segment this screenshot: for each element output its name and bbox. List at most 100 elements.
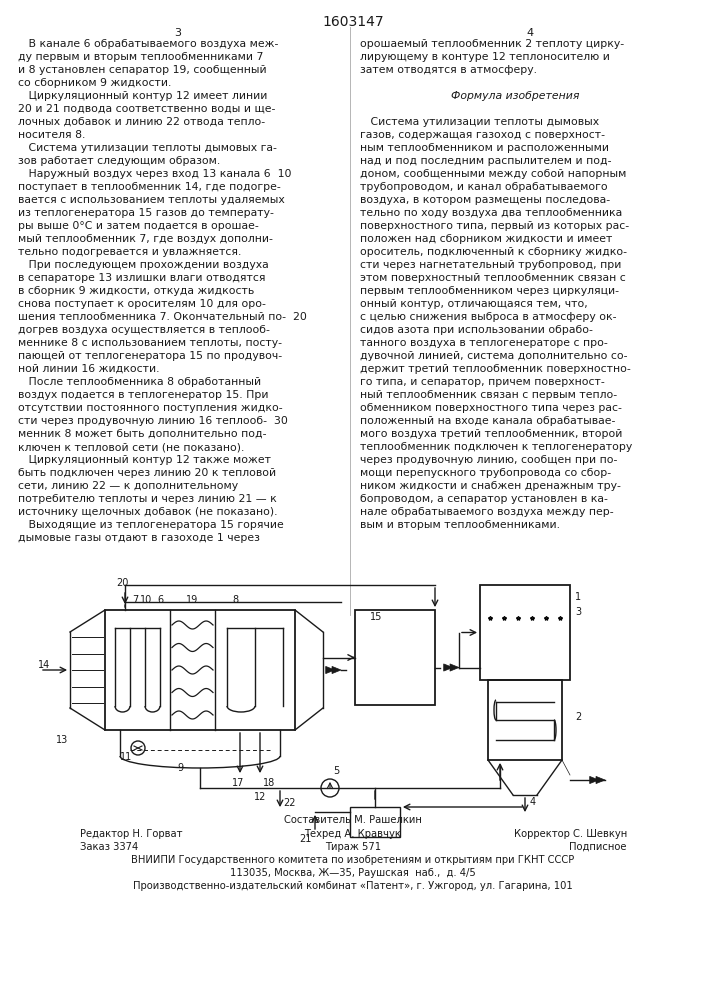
Text: 7: 7 [132, 595, 138, 605]
Text: 4: 4 [530, 797, 536, 807]
Text: над и под последним распылителем и под-: над и под последним распылителем и под- [360, 156, 612, 166]
Text: через продувочную линию, сообщен при по-: через продувочную линию, сообщен при по- [360, 455, 617, 465]
Bar [105, 610, 295, 730]
Text: обменником поверхностного типа через рас-: обменником поверхностного типа через рас… [360, 403, 622, 413]
Text: танного воздуха в теплогенераторе с про-: танного воздуха в теплогенераторе с про- [360, 338, 608, 348]
Text: ду первым и вторым теплообменниками 7: ду первым и вторым теплообменниками 7 [18, 52, 264, 62]
Text: нале обрабатываемого воздуха между пер-: нале обрабатываемого воздуха между пер- [360, 507, 614, 517]
Text: зов работает следующим образом.: зов работает следующим образом. [18, 156, 221, 166]
Text: доном, сообщенными между собой напорным: доном, сообщенными между собой напорным [360, 169, 626, 179]
Text: потребителю теплоты и через линию 21 — к: потребителю теплоты и через линию 21 — к [18, 494, 276, 504]
Text: поверхностного типа, первый из которых рас-: поверхностного типа, первый из которых р… [360, 221, 629, 231]
Polygon shape [450, 664, 459, 671]
Text: 20: 20 [116, 578, 128, 588]
Polygon shape [590, 776, 599, 784]
Text: Редактор Н. Горват: Редактор Н. Горват [80, 829, 182, 839]
Text: 19: 19 [187, 595, 199, 605]
Text: мого воздуха третий теплообменник, второй: мого воздуха третий теплообменник, второ… [360, 429, 622, 439]
Text: Циркуляционный контур 12 также может: Циркуляционный контур 12 также может [18, 455, 271, 465]
Text: лочных добавок и линию 22 отвода тепло-: лочных добавок и линию 22 отвода тепло- [18, 117, 265, 127]
Text: сти через нагнетательный трубопровод, при: сти через нагнетательный трубопровод, пр… [360, 260, 621, 270]
Bar [488, 680, 562, 760]
Text: 6: 6 [157, 595, 163, 605]
Text: пающей от теплогенератора 15 по продувоч-: пающей от теплогенератора 15 по продувоч… [18, 351, 282, 361]
Text: 10: 10 [140, 595, 152, 605]
Text: снова поступает к оросителям 10 для оро-: снова поступает к оросителям 10 для оро- [18, 299, 266, 309]
Text: меннике 8 с использованием теплоты, посту-: меннике 8 с использованием теплоты, пост… [18, 338, 282, 348]
Text: носителя 8.: носителя 8. [18, 130, 86, 140]
Text: 1603147: 1603147 [322, 15, 384, 29]
Text: сети, линию 22 — к дополнительному: сети, линию 22 — к дополнительному [18, 481, 238, 491]
Text: мощи перепускного трубопровода со сбор-: мощи перепускного трубопровода со сбор- [360, 468, 611, 478]
Circle shape [131, 741, 145, 755]
Text: Циркуляционный контур 12 имеет линии: Циркуляционный контур 12 имеет линии [18, 91, 267, 101]
Text: газов, содержащая газоход с поверхност-: газов, содержащая газоход с поверхност- [360, 130, 605, 140]
Text: бопроводом, а сепаратор установлен в ка-: бопроводом, а сепаратор установлен в ка- [360, 494, 608, 504]
Text: Составитель М. Рашелкин: Составитель М. Рашелкин [284, 815, 422, 825]
Text: 2: 2 [575, 712, 581, 722]
Text: ключен к тепловой сети (не показано).: ключен к тепловой сети (не показано). [18, 442, 245, 452]
Text: вается с использованием теплоты удаляемых: вается с использованием теплоты удаляемы… [18, 195, 285, 205]
Text: с целью снижения выброса в атмосферу ок-: с целью снижения выброса в атмосферу ок- [360, 312, 617, 322]
Text: ником жидкости и снабжен дренажным тру-: ником жидкости и снабжен дренажным тру- [360, 481, 621, 491]
Text: вым и вторым теплообменниками.: вым и вторым теплообменниками. [360, 520, 560, 530]
Text: 1: 1 [575, 592, 581, 602]
Text: со сборником 9 жидкости.: со сборником 9 жидкости. [18, 78, 171, 88]
Text: и 8 установлен сепаратор 19, сообщенный: и 8 установлен сепаратор 19, сообщенный [18, 65, 267, 75]
Text: дувочной линией, система дополнительно со-: дувочной линией, система дополнительно с… [360, 351, 628, 361]
Text: 113035, Москва, Ж—35, Раушская  наб.,  д. 4/5: 113035, Москва, Ж—35, Раушская наб., д. … [230, 868, 476, 878]
Text: онный контур, отличающаяся тем, что,: онный контур, отличающаяся тем, что, [360, 299, 588, 309]
Text: орошаемый теплообменник 2 теплоту цирку-: орошаемый теплообменник 2 теплоту цирку- [360, 39, 624, 49]
Text: сти через продувочную линию 16 теплооб-  30: сти через продувочную линию 16 теплооб- … [18, 416, 288, 426]
Text: положен над сборником жидкости и имеет: положен над сборником жидкости и имеет [360, 234, 612, 244]
Polygon shape [332, 666, 341, 674]
Text: При последующем прохождении воздуха: При последующем прохождении воздуха [18, 260, 269, 270]
Text: 3: 3 [175, 28, 182, 38]
Text: в сборник 9 жидкости, откуда жидкость: в сборник 9 жидкости, откуда жидкость [18, 286, 255, 296]
Text: Производственно-издательский комбинат «Патент», г. Ужгород, ул. Гагарина, 101: Производственно-издательский комбинат «П… [133, 881, 573, 891]
Polygon shape [596, 776, 605, 784]
Text: поступает в теплообменник 14, где подогре-: поступает в теплообменник 14, где подогр… [18, 182, 281, 192]
Text: ры выше 0°С и затем подается в орошае-: ры выше 0°С и затем подается в орошае- [18, 221, 259, 231]
Text: ВНИИПИ Государственного комитета по изобретениям и открытиям при ГКНТ СССР: ВНИИПИ Государственного комитета по изоб… [132, 855, 575, 865]
Text: держит третий теплообменник поверхностно-: держит третий теплообменник поверхностно… [360, 364, 631, 374]
Text: сидов азота при использовании обрабо-: сидов азота при использовании обрабо- [360, 325, 593, 335]
Text: 14: 14 [37, 660, 50, 670]
Text: ной линии 16 жидкости.: ной линии 16 жидкости. [18, 364, 160, 374]
Text: В канале 6 обрабатываемого воздуха меж-: В канале 6 обрабатываемого воздуха меж- [18, 39, 279, 49]
Text: Подписное: Подписное [570, 842, 627, 852]
Text: ный теплообменник связан с первым тепло-: ный теплообменник связан с первым тепло- [360, 390, 617, 400]
Text: догрев воздуха осуществляется в теплооб-: догрев воздуха осуществляется в теплооб- [18, 325, 270, 335]
Text: тельно подогревается и увлажняется.: тельно подогревается и увлажняется. [18, 247, 241, 257]
Text: мый теплообменник 7, где воздух дополни-: мый теплообменник 7, где воздух дополни- [18, 234, 273, 244]
Text: ороситель, подключенный к сборнику жидко-: ороситель, подключенный к сборнику жидко… [360, 247, 627, 257]
Text: 18: 18 [263, 778, 275, 788]
Text: 9: 9 [177, 763, 183, 773]
Text: из теплогенератора 15 газов до температу-: из теплогенератора 15 газов до температу… [18, 208, 274, 218]
Text: ным теплообменником и расположенными: ным теплообменником и расположенными [360, 143, 609, 153]
Polygon shape [326, 666, 334, 674]
Text: 15: 15 [370, 612, 382, 622]
Text: лирующему в контуре 12 теплоносителю и: лирующему в контуре 12 теплоносителю и [360, 52, 610, 62]
Text: источнику щелочных добавок (не показано).: источнику щелочных добавок (не показано)… [18, 507, 278, 517]
Text: 3: 3 [575, 607, 581, 617]
Text: Формула изобретения: Формула изобретения [451, 91, 579, 101]
Text: 5: 5 [333, 766, 339, 776]
Text: 20 и 21 подвода соответственно воды и ще-: 20 и 21 подвода соответственно воды и ще… [18, 104, 275, 114]
Bar [480, 585, 570, 680]
Polygon shape [444, 664, 452, 671]
Text: После теплообменника 8 обработанный: После теплообменника 8 обработанный [18, 377, 261, 387]
Text: отсутствии постоянного поступления жидко-: отсутствии постоянного поступления жидко… [18, 403, 283, 413]
Text: Корректор С. Шевкун: Корректор С. Шевкун [514, 829, 627, 839]
Text: 13: 13 [56, 735, 68, 745]
Bar [350, 807, 400, 837]
Text: Наружный воздух через вход 13 канала 6  10: Наружный воздух через вход 13 канала 6 1… [18, 169, 291, 179]
Text: 22: 22 [283, 798, 296, 808]
Circle shape [321, 779, 339, 797]
Text: Система утилизации теплоты дымовых: Система утилизации теплоты дымовых [360, 117, 599, 127]
Text: теплообменник подключен к теплогенератору: теплообменник подключен к теплогенератор… [360, 442, 632, 452]
Text: первым теплообменником через циркуляци-: первым теплообменником через циркуляци- [360, 286, 619, 296]
Text: положенный на входе канала обрабатывае-: положенный на входе канала обрабатывае- [360, 416, 615, 426]
Text: в сепараторе 13 излишки влаги отводятся: в сепараторе 13 излишки влаги отводятся [18, 273, 266, 283]
Text: трубопроводом, и канал обрабатываемого: трубопроводом, и канал обрабатываемого [360, 182, 607, 192]
